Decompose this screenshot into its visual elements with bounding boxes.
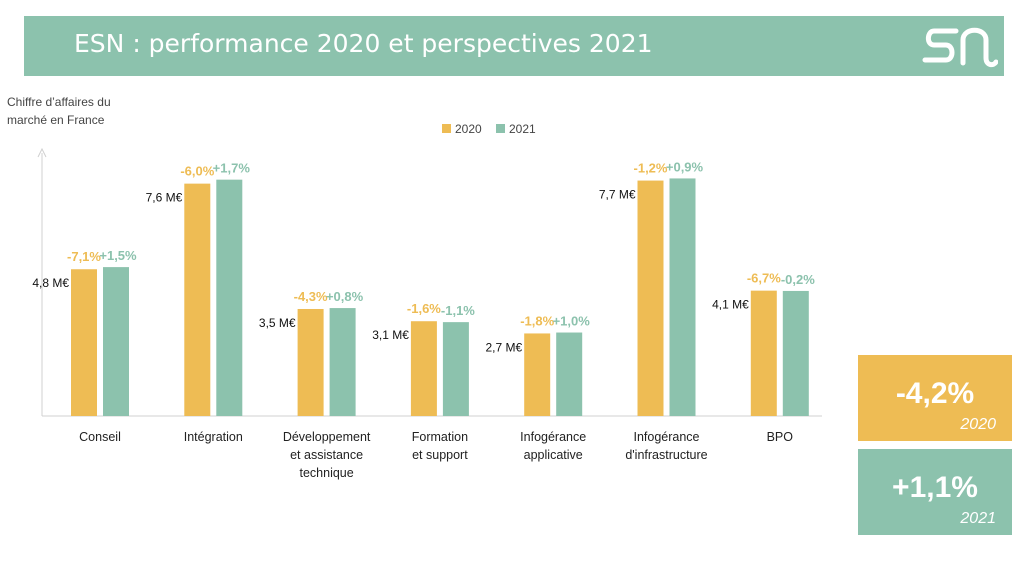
page-title: ESN : performance 2020 et perspectives 2… — [74, 29, 653, 58]
growth-label-2020: -1,8% — [520, 313, 554, 328]
bar-2021 — [556, 332, 583, 416]
x-tick-label: Intégration — [184, 430, 243, 444]
bar-2020 — [750, 290, 777, 416]
growth-label-2020: -7,1% — [67, 249, 101, 264]
kpi-2021-year: 2021 — [960, 510, 996, 527]
x-tick-label: Formation — [412, 430, 468, 444]
x-tick-label: BPO — [767, 430, 794, 444]
growth-label-2021: +1,0% — [553, 314, 591, 329]
value-label-2020: 7,6 M€ — [146, 191, 183, 205]
value-label-2020: 4,1 M€ — [712, 298, 749, 312]
kpi-2021-card: +1,1% 2021 — [858, 449, 1012, 535]
growth-label-2021: -1,1% — [441, 303, 475, 318]
legend-label-2021: 2021 — [509, 122, 536, 136]
bar-2020 — [637, 180, 664, 416]
value-label-2020: 7,7 M€ — [599, 188, 636, 202]
bar-2021 — [669, 178, 696, 416]
growth-label-2020: -1,6% — [407, 301, 441, 316]
legend-swatch-2020 — [442, 124, 451, 133]
x-tick-label: et support — [412, 448, 468, 462]
growth-label-2021: +1,7% — [213, 161, 251, 176]
kpi-2020-card: -4,2% 2020 — [858, 355, 1012, 441]
x-tick-label: Développement — [283, 430, 371, 444]
legend-swatch-2021 — [496, 124, 505, 133]
bar-2021 — [103, 267, 129, 416]
x-tick-label: Infogérance — [633, 430, 699, 444]
value-label-2020: 2,7 M€ — [486, 340, 523, 354]
value-label-2020: 4,8 M€ — [32, 276, 69, 290]
bar-2021 — [329, 308, 356, 416]
bar-2020 — [297, 308, 324, 416]
x-tick-label: d'infrastructure — [625, 448, 707, 462]
value-label-2020: 3,5 M€ — [259, 316, 296, 330]
growth-label-2020: -6,0% — [180, 164, 214, 179]
x-tick-label: et assistance — [290, 448, 363, 462]
bar-2021 — [782, 290, 809, 416]
growth-label-2021: +1,5% — [99, 248, 137, 263]
bar-chart: 2020 2021 4,8 M€ -7,1%+1,5% Conseil 7,6 M€ -6… — [32, 122, 822, 480]
kpi-2020-value: -4,2% — [895, 377, 975, 410]
x-tick-label: applicative — [524, 448, 583, 462]
bar-2020 — [184, 183, 211, 416]
x-tick-label: technique — [299, 466, 353, 480]
sn-logo-icon — [922, 27, 998, 68]
kpi-2020-year: 2020 — [960, 416, 996, 433]
x-tick-label: Conseil — [79, 430, 121, 444]
bar-2020 — [71, 269, 97, 416]
legend-label-2020: 2020 — [455, 122, 482, 136]
x-tick-label: Infogérance — [520, 430, 586, 444]
growth-label-2020: -6,7% — [747, 271, 781, 286]
growth-label-2020: -4,3% — [294, 289, 328, 304]
title-banner: ESN : performance 2020 et perspectives 2… — [24, 16, 1004, 76]
growth-label-2021: -0,2% — [781, 272, 815, 287]
y-axis-label: Chiffre d’affaires du marché en France — [7, 95, 111, 127]
growth-label-2021: +0,9% — [666, 159, 704, 174]
value-label-2020: 3,1 M€ — [372, 328, 409, 342]
y-axis-arrow — [37, 147, 47, 158]
kpi-2021-value: +1,1% — [892, 471, 978, 504]
bar-2020 — [410, 321, 437, 416]
growth-label-2020: -1,2% — [634, 161, 668, 176]
bar-2021 — [216, 179, 243, 416]
growth-label-2021: +0,8% — [326, 289, 364, 304]
bar-2020 — [524, 333, 551, 416]
bar-2021 — [442, 322, 469, 416]
